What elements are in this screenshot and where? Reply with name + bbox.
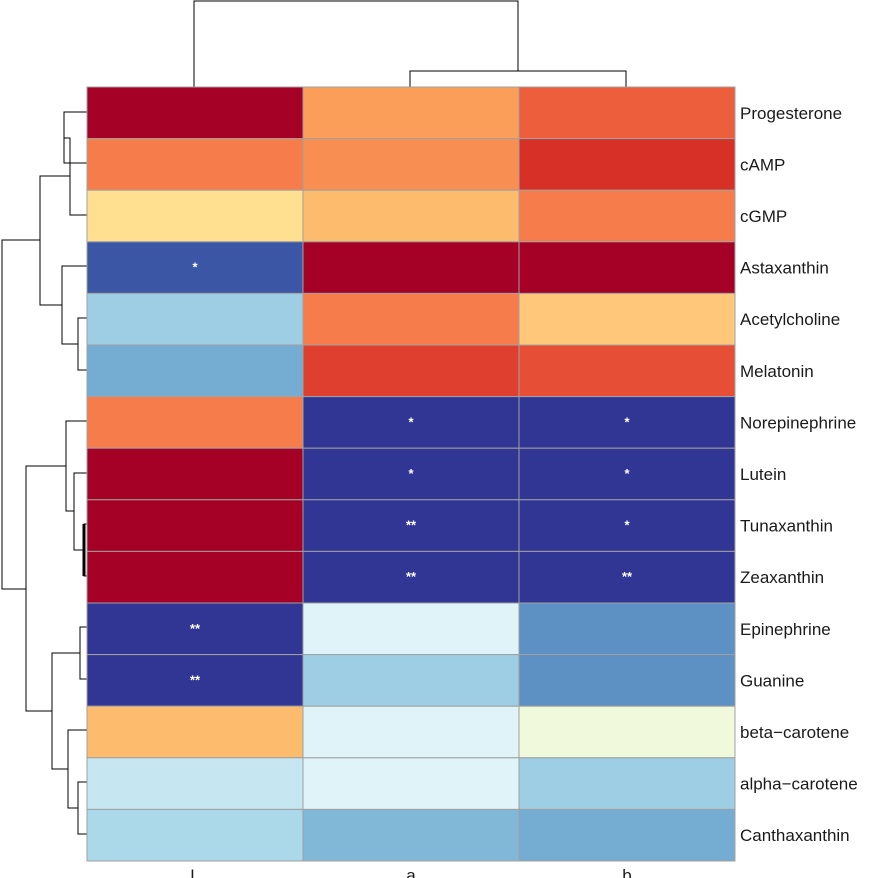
heatmap-cell — [86, 705, 304, 759]
heatmap-cell — [86, 808, 304, 862]
heatmap-cell — [86, 138, 304, 191]
heatmap-cell — [86, 447, 304, 501]
row-label: Tunaxanthin — [740, 517, 833, 536]
significance-marker: * — [624, 414, 630, 429]
heatmap-cell — [302, 189, 520, 243]
column-label: a — [406, 866, 416, 878]
heatmap-cell — [86, 241, 304, 294]
row-label: Melatonin — [740, 362, 814, 381]
row-label: Canthaxanthin — [740, 826, 850, 845]
column-dendrogram — [193, 0, 627, 87]
heatmap-cell — [302, 808, 520, 862]
heatmap-cell — [302, 757, 520, 810]
heatmap-cell — [518, 808, 736, 862]
heatmap-cell — [518, 241, 736, 294]
row-label: beta−carotene — [740, 723, 849, 742]
heatmap-cell — [518, 757, 736, 810]
heatmap-cell — [302, 138, 520, 191]
row-label: Acetylcholine — [740, 310, 840, 329]
significance-marker: ** — [190, 621, 201, 636]
row-label: Progesterone — [740, 104, 842, 123]
heatmap-cell — [518, 189, 736, 243]
heatmap-cell — [302, 292, 520, 346]
heatmap-cell — [518, 499, 736, 552]
row-label: Epinephrine — [740, 620, 831, 639]
heatmap-cell — [86, 292, 304, 346]
row-label: Lutein — [740, 465, 786, 484]
heatmap-cell — [518, 447, 736, 501]
heatmap-cell — [518, 292, 736, 346]
significance-marker: ** — [622, 569, 633, 584]
heatmap-cell — [518, 550, 736, 604]
column-label: L — [190, 866, 199, 878]
row-label: cAMP — [740, 155, 785, 174]
row-label: Guanine — [740, 671, 804, 690]
heatmap-cell — [518, 86, 736, 140]
heatmap-cell — [86, 86, 304, 140]
heatmap-cell — [302, 654, 520, 707]
column-label: b — [622, 866, 631, 878]
heatmap-cell — [302, 602, 520, 656]
significance-marker: * — [408, 414, 414, 429]
heatmap-cell — [518, 138, 736, 191]
heatmap-cell — [302, 86, 520, 140]
heatmap-cell — [86, 189, 304, 243]
heatmap-cell — [86, 602, 304, 656]
significance-marker: ** — [190, 672, 201, 687]
heatmap-cell — [302, 550, 520, 604]
row-dendrogram — [1, 111, 87, 835]
heatmap-cell — [86, 344, 304, 398]
heatmap-cell — [86, 396, 304, 449]
significance-marker: ** — [406, 569, 417, 584]
significance-marker: * — [624, 518, 630, 533]
significance-marker: ** — [406, 518, 417, 533]
row-label: Astaxanthin — [740, 259, 829, 278]
heatmap-cell — [302, 447, 520, 501]
significance-marker: * — [408, 466, 414, 481]
heatmap-cell — [518, 654, 736, 707]
row-labels: Progesterone cAMP cGMP Astaxanthin Acetylcho… — [740, 104, 858, 845]
heatmap-cell — [518, 705, 736, 759]
heatmap-cells — [86, 86, 736, 862]
significance-markers: ** ** *** *** ****** — [190, 260, 633, 688]
row-label: cGMP — [740, 207, 787, 226]
heatmap-cell — [302, 499, 520, 552]
heatmap-cell — [86, 499, 304, 552]
heatmap-cell — [518, 344, 736, 398]
significance-marker: * — [624, 466, 630, 481]
row-label: Zeaxanthin — [740, 568, 824, 587]
heatmap-cell — [302, 241, 520, 294]
row-label: alpha−carotene — [740, 775, 858, 794]
heatmap-cell — [302, 344, 520, 398]
heatmap-cell — [86, 550, 304, 604]
heatmap-cell — [86, 654, 304, 707]
heatmap-cell — [86, 757, 304, 810]
heatmap-cell — [518, 602, 736, 656]
significance-marker: * — [192, 260, 198, 275]
row-label: Norepinephrine — [740, 413, 856, 432]
heatmap-cell — [302, 705, 520, 759]
